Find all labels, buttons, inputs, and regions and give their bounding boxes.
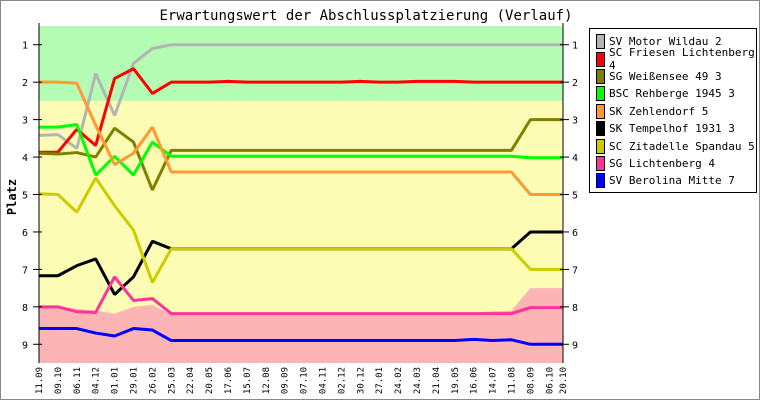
legend-item: SK Zehlendorf 5 [596,103,756,120]
series-line-4 [39,122,563,177]
y-tick-label-right: 6 [572,228,578,239]
x-tick-label: 11.08 [508,367,518,394]
y-tick-label-left: 4 [22,153,28,164]
series-line-8 [39,275,563,316]
relegation-zone [39,288,563,363]
y-tick-label-right: 7 [572,265,578,276]
legend-label: SC Friesen Lichtenberg 4 [609,46,755,73]
legend-label: SK Zehlendorf 5 [609,104,709,118]
promotion-zone [39,26,563,101]
legend-label: SK Tempelhof 1931 3 [609,122,735,136]
legend-item: BSC Rehberge 1945 3 [596,85,756,102]
x-tick-label: 16.06 [470,367,480,394]
legend-label: BSC Rehberge 1945 3 [609,87,735,101]
legend-swatch [596,103,605,119]
x-tick-label: 04.12 [92,367,102,394]
y-tick-label-left: 1 [22,41,28,52]
x-tick-label: 15.07 [243,367,253,394]
legend-swatch [596,138,605,154]
series-line-1 [38,43,563,150]
y-tick-label-left: 5 [22,191,28,202]
legend-swatch [596,155,605,171]
series-line-2 [39,67,563,154]
y-tick-label-left: 7 [22,265,28,276]
legend: SV Motor Wildau 2 SC Friesen Lichtenberg … [589,28,757,193]
legend-swatch [596,121,605,137]
series-line-7 [38,177,563,284]
x-tick-label: 17.06 [224,367,234,394]
legend-label: SV Motor Wildau 2 [609,35,722,49]
y-tick-label-left: 2 [22,78,28,89]
x-tick-label: 07.10 [300,367,310,394]
legend-swatch [596,86,605,102]
x-tick-label: 08.09 [526,367,536,394]
x-tick-label: 09.10 [54,367,64,394]
x-tick-label: 20.05 [205,367,215,394]
y-tick-label-left: 8 [22,303,28,314]
x-tick-label: 26.02 [148,367,158,394]
x-tick-label: 21.04 [432,367,442,394]
legend-item: SC Friesen Lichtenberg 4 [596,46,756,72]
x-tick-label: 12.08 [262,367,272,394]
y-tick-label-left: 9 [22,340,28,351]
legend-item: SK Tempelhof 1931 3 [596,120,756,137]
y-tick-label-right: 3 [572,116,578,127]
y-tick-label-left: 3 [22,116,28,127]
y-tick-label-left: 6 [22,228,28,239]
x-tick-label: 19.05 [451,367,461,394]
series-line-9 [39,327,563,346]
chart-title: Erwartungswert der Abschlussplatzierung … [159,8,572,24]
x-tick-label: 27.01 [375,367,385,394]
legend-swatch [596,68,605,84]
x-tick-label: 20.10 [559,367,569,394]
x-tick-label: 02.12 [337,367,347,394]
legend-label: SG Weißensee 49 3 [609,69,722,83]
legend-label: SG Lichtenberg 4 [609,156,715,170]
y-tick-label-right: 2 [572,78,578,89]
series-lines [38,43,563,346]
series-line-5 [39,80,563,196]
x-tick-label: 14.07 [489,367,499,394]
x-tick-label: 09.09 [281,367,291,394]
x-tick-label: 04.11 [319,367,329,394]
y-tick-label-right: 1 [572,41,578,52]
series-line-3 [38,118,563,191]
legend-item: SG Weißensee 49 3 [596,68,756,85]
x-tick-label: 24.03 [413,367,423,394]
legend-item: SV Motor Wildau 2 [596,33,756,50]
y-tick-label-right: 5 [572,191,578,202]
legend-item: SC Zitadelle Spandau 5 [596,137,756,154]
x-tick-label: 24.02 [394,367,404,394]
legend-item: SG Lichtenberg 4 [596,155,756,172]
x-tick-label: 06.11 [73,367,83,394]
legend-item: SV Berolina Mitte 7 [596,172,756,189]
legend-swatch [596,173,605,189]
legend-swatch [596,51,605,67]
x-tick-label: 29.01 [130,367,140,394]
axes: 1 1 2 2 3 3 4 4 5 5 6 6 7 7 8 8 9 9 11.09 09.10 06.11 04.12 01… [22,23,578,394]
y-tick-label-right: 4 [572,153,578,164]
legend-label: SV Berolina Mitte 7 [609,174,735,188]
y-tick-label-right: 8 [572,303,578,314]
x-tick-label: 25.03 [167,367,177,394]
x-tick-label: 30.12 [356,367,366,394]
y-tick-label-right: 9 [572,340,578,351]
legend-swatch [596,34,605,50]
x-tick-label: 22.04 [186,367,196,394]
x-tick-label: 01.01 [111,367,121,394]
legend-label: SC Zitadelle Spandau 5 [609,139,755,153]
y-axis-label: Platz [5,179,19,215]
x-tick-label: 11.09 [35,367,45,394]
x-tick-label: 06.10 [545,367,555,394]
